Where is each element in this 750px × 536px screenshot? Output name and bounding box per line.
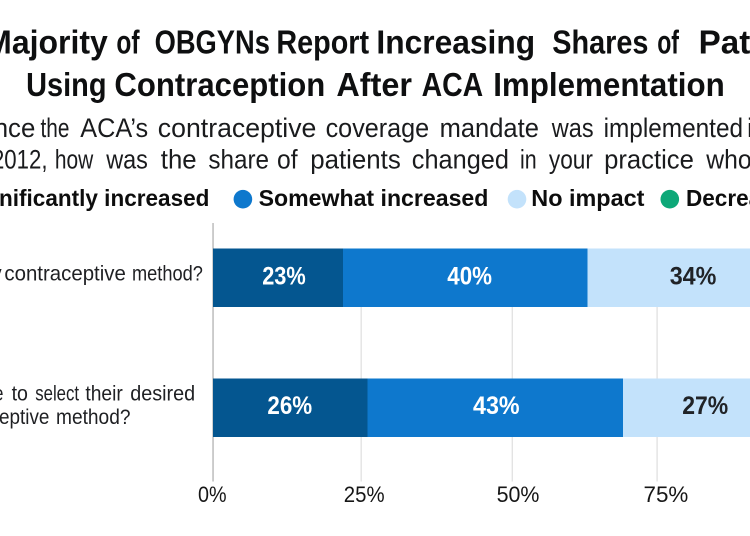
svg-text:ACA’s: ACA’s — [80, 113, 148, 143]
svg-text:any: any — [0, 261, 2, 285]
svg-text:method?: method? — [132, 261, 203, 285]
svg-text:was: was — [551, 113, 594, 143]
svg-text:Somewhat increased: Somewhat increased — [259, 185, 489, 211]
svg-text:your: your — [549, 144, 593, 174]
svg-text:mandate: mandate — [440, 113, 539, 143]
svg-text:Using: Using — [26, 66, 106, 103]
svg-text:patients: patients — [310, 144, 401, 174]
svg-text:practice: practice — [604, 144, 694, 174]
svg-text:of: of — [657, 23, 680, 60]
svg-text:27%: 27% — [682, 393, 728, 420]
svg-text:contraceptive: contraceptive — [0, 405, 49, 429]
svg-text:OBGYNs: OBGYNs — [155, 23, 270, 60]
svg-text:method?: method? — [56, 405, 131, 429]
svg-text:contraceptive: contraceptive — [158, 113, 317, 143]
svg-text:Significantly increased: Significantly increased — [0, 185, 209, 211]
svg-text:of: of — [277, 144, 298, 174]
svg-text:No impact: No impact — [531, 185, 644, 211]
svg-text:40%: 40% — [447, 263, 492, 290]
svg-text:Contraception: Contraception — [114, 66, 325, 103]
svg-text:After: After — [336, 66, 412, 103]
svg-text:25%: 25% — [344, 482, 385, 507]
svg-text:Decreased: Decreased — [686, 185, 750, 211]
svg-text:share: share — [208, 144, 269, 174]
svg-text:23%: 23% — [262, 263, 306, 290]
svg-text:how: how — [55, 144, 94, 174]
svg-text:Majority: Majority — [0, 23, 108, 60]
svg-text:50%: 50% — [497, 482, 540, 507]
svg-text:43%: 43% — [473, 393, 520, 420]
svg-text:select: select — [35, 382, 79, 406]
svg-text:the: the — [41, 113, 70, 143]
svg-text:0%: 0% — [198, 482, 227, 507]
svg-text:of: of — [116, 23, 140, 60]
svg-text:able: able — [0, 382, 4, 406]
svg-text:contraceptive: contraceptive — [4, 261, 125, 285]
svg-text:their: their — [85, 382, 122, 406]
svg-text:Shares: Shares — [552, 23, 648, 60]
svg-text:in: in — [520, 144, 537, 174]
svg-text:26%: 26% — [267, 393, 312, 420]
svg-text:to: to — [12, 382, 28, 406]
svg-text:Increasing: Increasing — [376, 23, 535, 60]
svg-text:Implementation: Implementation — [493, 66, 725, 103]
svg-text:in: in — [748, 113, 750, 143]
svg-text:Report: Report — [276, 23, 369, 60]
svg-text:ACA: ACA — [422, 66, 484, 103]
svg-text:2012,: 2012, — [0, 144, 48, 174]
svg-text:75%: 75% — [644, 482, 689, 507]
svg-text:34%: 34% — [670, 263, 717, 290]
svg-text:Patients: Patients — [699, 23, 750, 60]
svg-text:coverage: coverage — [326, 113, 430, 143]
svg-text:Since: Since — [0, 113, 35, 143]
svg-text:the: the — [161, 144, 197, 174]
svg-text:changed: changed — [412, 144, 509, 174]
svg-text:implemented: implemented — [604, 113, 743, 143]
svg-text:was: was — [105, 144, 148, 174]
svg-text:who: who — [705, 144, 750, 174]
svg-text:desired: desired — [130, 382, 195, 406]
